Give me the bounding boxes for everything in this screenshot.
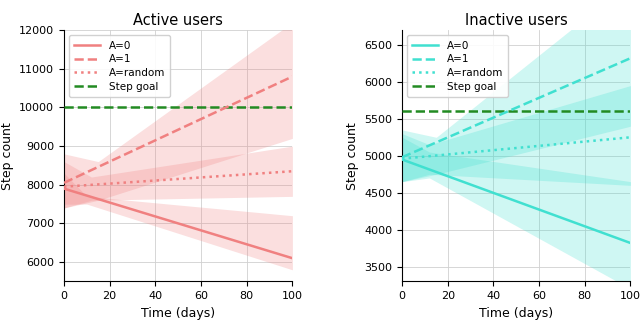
X-axis label: Time (days): Time (days) (141, 307, 215, 320)
Y-axis label: Step count: Step count (346, 122, 358, 190)
Y-axis label: Step count: Step count (1, 122, 13, 190)
Title: Active users: Active users (133, 13, 223, 27)
Title: Inactive users: Inactive users (465, 13, 568, 27)
X-axis label: Time (days): Time (days) (479, 307, 553, 320)
Legend: A=0, A=1, A=random, Step goal: A=0, A=1, A=random, Step goal (407, 36, 508, 97)
Legend: A=0, A=1, A=random, Step goal: A=0, A=1, A=random, Step goal (69, 36, 170, 97)
